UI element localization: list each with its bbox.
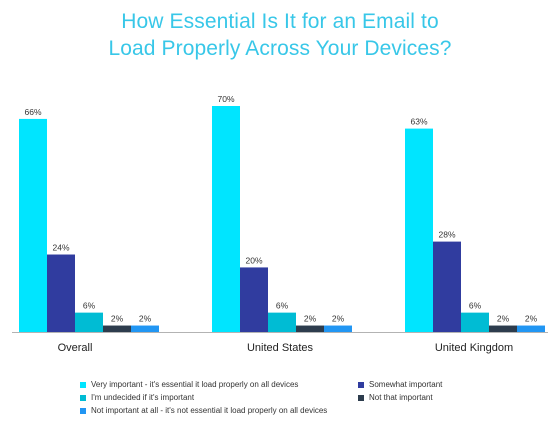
chart-title-line-1: How Essential Is It for an Email to (121, 10, 439, 33)
data-label-united-kingdom-series-3: 2% (497, 314, 510, 324)
bar-overall-series-0 (19, 118, 47, 333)
data-label-united-kingdom-series-4: 2% (525, 314, 538, 324)
chart-legend: Very important - it's essential it load … (80, 380, 500, 424)
legend-label-not-important-at-all: Not important at all - it's not essentia… (91, 406, 328, 415)
legend-swatch-undecided (80, 395, 86, 401)
bar-united-states-series-2 (268, 312, 296, 332)
bar-united-kingdom-series-0 (405, 128, 433, 332)
legend-item-undecided: I'm undecided if it's important (80, 393, 194, 403)
chart-title: How Essential Is It for an Email to Load… (0, 8, 560, 62)
legend-item-not-that-important: Not that important (358, 393, 433, 403)
data-label-united-states-series-4: 2% (332, 314, 345, 324)
data-label-overall-series-2: 6% (83, 301, 96, 311)
data-label-overall-series-0: 66% (24, 107, 41, 117)
chart-title-line-2: Load Properly Across Your Devices? (108, 37, 452, 60)
data-label-united-kingdom-series-2: 6% (469, 301, 482, 311)
bar-united-kingdom-series-3 (489, 325, 517, 332)
legend-swatch-very-important (80, 382, 86, 388)
legend-swatch-not-that-important (358, 395, 364, 401)
data-label-united-states-series-3: 2% (304, 314, 317, 324)
bar-overall-series-2 (75, 312, 103, 332)
bar-united-kingdom-series-2 (461, 312, 489, 332)
legend-label-very-important: Very important - it's essential it load … (91, 380, 299, 389)
category-label-united-kingdom: United Kingdom (435, 342, 513, 354)
bar-united-states-series-4 (324, 325, 352, 332)
bar-united-kingdom-series-1 (433, 241, 461, 332)
bar-united-states-series-0 (212, 106, 240, 332)
legend-label-not-that-important: Not that important (369, 393, 433, 402)
legend-item-not-important-at-all: Not important at all - it's not essentia… (80, 406, 327, 416)
bar-overall-series-4 (131, 325, 159, 332)
data-label-united-kingdom-series-1: 28% (438, 230, 455, 240)
bar-overall-series-1 (47, 254, 75, 332)
legend-item-somewhat-important: Somewhat important (358, 380, 442, 390)
legend-swatch-not-important-at-all (80, 408, 86, 414)
data-label-overall-series-3: 2% (111, 314, 124, 324)
bar-united-states-series-3 (296, 325, 324, 332)
category-label-overall: Overall (58, 342, 93, 354)
data-label-united-states-series-2: 6% (276, 301, 289, 311)
data-label-united-states-series-0: 70% (217, 94, 234, 104)
legend-label-somewhat-important: Somewhat important (369, 380, 443, 389)
bar-united-kingdom-series-4 (517, 325, 545, 332)
category-label-united-states: United States (247, 342, 314, 354)
legend-item-very-important: Very important - it's essential it load … (80, 380, 298, 390)
data-label-united-states-series-1: 20% (245, 255, 262, 265)
data-label-overall-series-1: 24% (52, 243, 69, 253)
legend-swatch-somewhat-important (358, 382, 364, 388)
data-label-united-kingdom-series-0: 63% (410, 117, 427, 127)
legend-label-undecided: I'm undecided if it's important (91, 393, 195, 402)
bar-united-states-series-1 (240, 267, 268, 332)
bar-overall-series-3 (103, 325, 131, 332)
data-label-overall-series-4: 2% (139, 314, 152, 324)
